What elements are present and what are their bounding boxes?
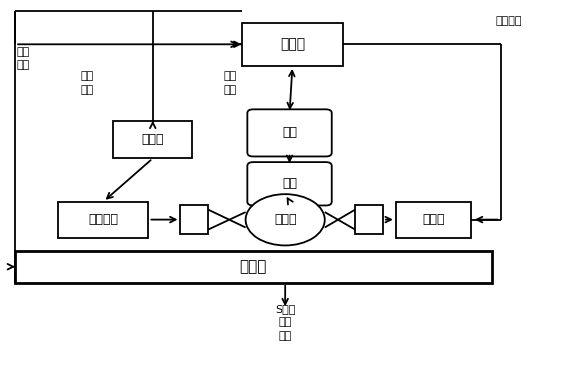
FancyBboxPatch shape [247,109,332,156]
Text: 数据
传输: 数据 传输 [223,71,236,95]
Text: 待测件: 待测件 [274,213,296,226]
Bar [242,23,343,66]
Text: 电源: 电源 [282,126,297,139]
Text: 数据
传输: 数据 传输 [81,71,94,95]
Bar [15,251,492,283]
Text: 功率计: 功率计 [423,213,445,226]
Ellipse shape [246,194,325,245]
Text: 处理器: 处理器 [280,37,305,51]
FancyBboxPatch shape [247,162,332,205]
Text: 数据
传输: 数据 传输 [17,47,30,70]
Bar [113,121,192,158]
Bar [355,205,383,234]
Text: S弯及
波导
探针: S弯及 波导 探针 [275,304,296,340]
Text: 信号源: 信号源 [141,133,164,146]
Bar [58,202,148,238]
Text: 扩频模块: 扩频模块 [88,213,118,226]
Text: 数据传输: 数据传输 [496,16,523,26]
Text: 探针台: 探针台 [239,259,267,274]
Bar [180,205,208,234]
Text: 探卡: 探卡 [282,177,297,190]
Bar [396,202,471,238]
